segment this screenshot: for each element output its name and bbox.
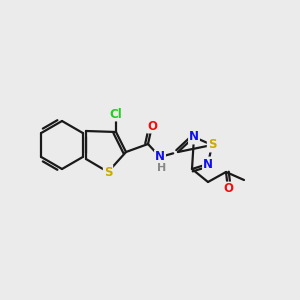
Text: S: S — [104, 166, 112, 178]
Text: N: N — [203, 158, 213, 170]
Text: O: O — [223, 182, 233, 196]
Text: N: N — [189, 130, 199, 143]
Text: N: N — [155, 151, 165, 164]
Text: S: S — [208, 139, 216, 152]
Text: H: H — [158, 163, 166, 173]
Text: O: O — [147, 119, 157, 133]
Text: Cl: Cl — [110, 107, 122, 121]
